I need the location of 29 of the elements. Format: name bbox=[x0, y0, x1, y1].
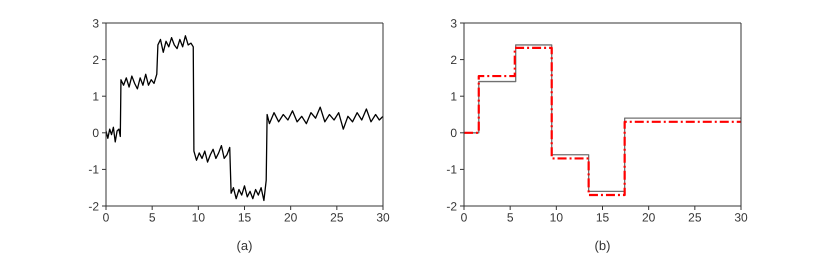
x-axis-title: (b) bbox=[594, 238, 610, 253]
y-tick-label: 0 bbox=[92, 126, 100, 140]
y-tick-label: 1 bbox=[92, 89, 100, 104]
y-tick-label: 3 bbox=[450, 16, 458, 30]
y-tick-label: 0 bbox=[450, 126, 458, 140]
x-tick-label: 5 bbox=[148, 210, 156, 225]
y-tick-label: -2 bbox=[446, 199, 458, 214]
x-tick-label: 5 bbox=[506, 210, 514, 225]
y-tick-label: 1 bbox=[450, 89, 458, 104]
x-tick-label: 25 bbox=[330, 210, 344, 225]
y-tick-label: 2 bbox=[450, 52, 458, 67]
x-tick-label: 30 bbox=[376, 210, 390, 225]
x-tick-label: 10 bbox=[550, 210, 564, 225]
x-tick-label: 30 bbox=[734, 210, 748, 225]
x-tick-label: 0 bbox=[102, 210, 110, 225]
line-series bbox=[106, 35, 383, 202]
x-tick-label: 15 bbox=[596, 210, 610, 225]
x-tick-label: 20 bbox=[642, 210, 656, 225]
y-tick-label: 3 bbox=[92, 16, 100, 30]
x-tick-label: 0 bbox=[460, 210, 468, 225]
y-tick-label: -2 bbox=[88, 199, 100, 214]
y-tick-label: -1 bbox=[446, 162, 458, 177]
x-tick-label: 10 bbox=[192, 210, 206, 225]
x-axis-title: (a) bbox=[236, 238, 252, 253]
x-tick-label: 15 bbox=[238, 210, 252, 225]
x-tick-label: 20 bbox=[284, 210, 298, 225]
y-tick-label: 2 bbox=[92, 52, 100, 67]
x-tick-label: 25 bbox=[688, 210, 702, 225]
y-tick-label: -1 bbox=[88, 162, 100, 177]
